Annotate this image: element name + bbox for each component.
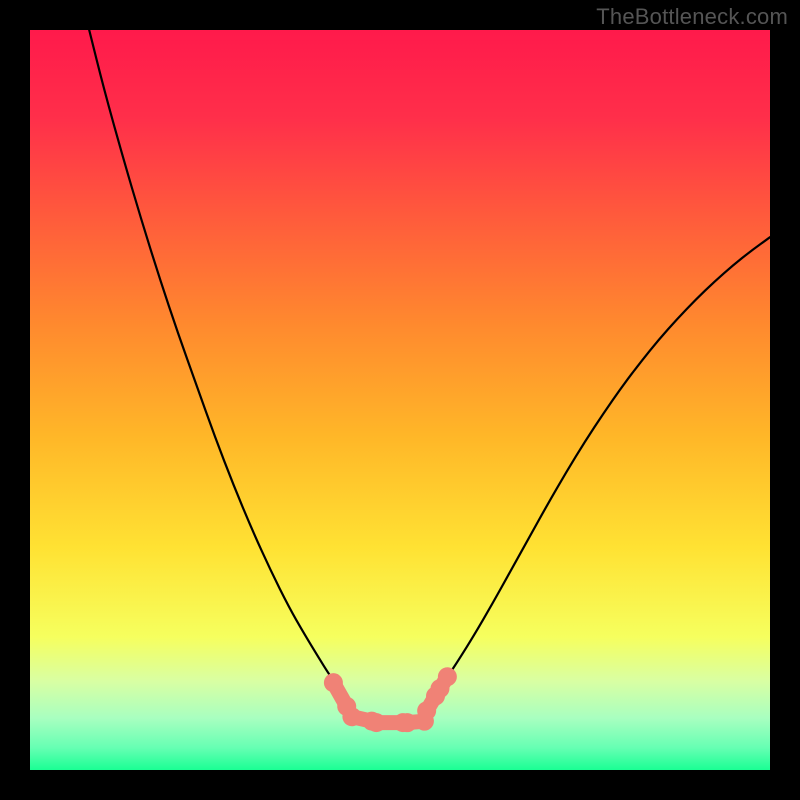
chart-svg (0, 0, 800, 800)
watermark-text: TheBottleneck.com (596, 4, 788, 30)
plot-background (30, 30, 770, 770)
figure-root: TheBottleneck.com (0, 0, 800, 800)
